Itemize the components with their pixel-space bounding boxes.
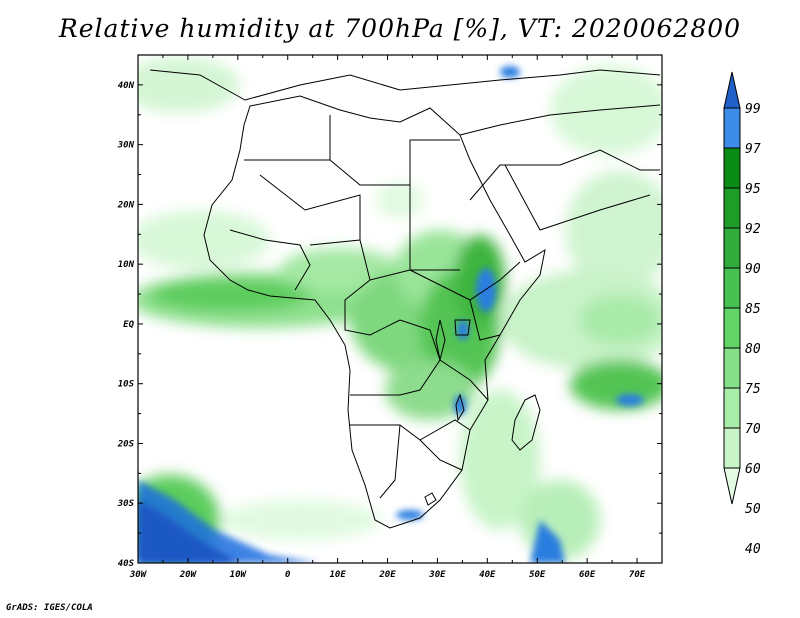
colorbar-label: 60 — [745, 462, 761, 477]
colorbar-label: 97 — [745, 142, 761, 157]
lon-tick-label: 20E — [378, 570, 396, 580]
colorbar-bottom-arrow — [723, 467, 741, 505]
lat-tick-label: 10N — [118, 260, 135, 270]
lon-tick-label: 60E — [579, 570, 596, 580]
lon-tick-label: 30E — [428, 570, 446, 580]
colorbar-label: 95 — [745, 182, 761, 197]
colorbar-legend: 99 97 95 92 90 85 80 75 70 60 50 40 — [723, 71, 761, 557]
colorbar-label: 92 — [745, 222, 761, 237]
colorbar-label: 85 — [745, 302, 761, 317]
lon-tick-label: 50E — [529, 570, 546, 580]
colorbar-swatch — [723, 227, 741, 269]
humidity-field — [138, 55, 662, 563]
colorbar-swatch — [723, 387, 741, 429]
colorbar-swatch — [723, 267, 741, 309]
colorbar-label: 90 — [745, 262, 761, 277]
lon-tick-label: 30W — [129, 570, 148, 580]
lon-tick-label: 20W — [179, 570, 198, 580]
lon-tick-label: 70E — [629, 570, 646, 580]
lat-tick-label: 10S — [118, 380, 135, 390]
lat-tick-label: 40N — [118, 81, 135, 91]
colorbar-label: 70 — [745, 422, 761, 437]
lat-tick-label: EQ — [123, 320, 134, 330]
colorbar-label: 40 — [745, 542, 761, 557]
lat-tick-label: 20S — [117, 439, 135, 449]
colorbar-label: 80 — [745, 342, 761, 357]
colorbar-top-arrow — [723, 71, 741, 109]
lon-tick-label: 0 — [285, 570, 291, 580]
lon-tick-label: 10E — [329, 570, 346, 580]
colorbar-label: 50 — [745, 502, 761, 517]
lat-tick-label: 40S — [118, 559, 135, 569]
colorbar-swatch — [723, 427, 741, 469]
grads-credit: GrADS: IGES/COLA — [6, 603, 93, 613]
axes: 30W 20W 10W 0 10E 20E 30E 40E 50E 60E 70E 40N 30N 20N… — [117, 55, 662, 580]
plot-frame — [137, 54, 663, 564]
lat-tick-label: 30S — [117, 499, 135, 509]
lat-tick-label: 20N — [117, 200, 135, 210]
colorbar-swatch — [723, 347, 741, 389]
colorbar-label: 99 — [745, 102, 761, 117]
colorbar-swatch — [723, 147, 741, 189]
lon-tick-label: 40E — [479, 570, 496, 580]
colorbar-swatch — [723, 107, 741, 149]
colorbar-swatch — [723, 307, 741, 349]
colorbar-label: 75 — [745, 382, 761, 397]
colorbar-swatch — [723, 187, 741, 229]
coastlines — [149, 69, 661, 529]
lon-tick-label: 10W — [230, 570, 248, 580]
map-title: Relative humidity at 700hPa [%], VT: 202… — [58, 14, 742, 43]
lat-tick-label: 30N — [117, 141, 135, 151]
